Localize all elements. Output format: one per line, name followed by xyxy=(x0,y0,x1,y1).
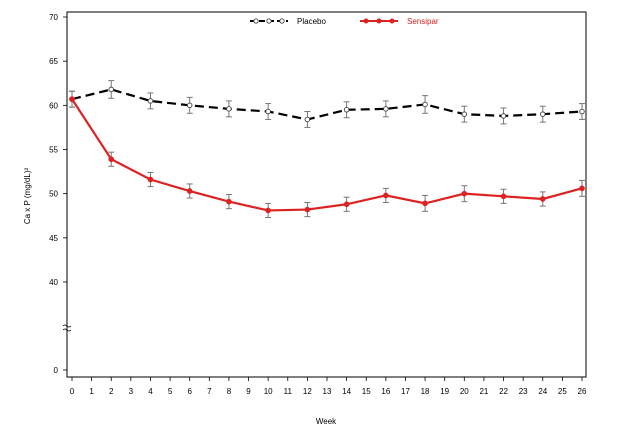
data-point xyxy=(265,207,272,214)
data-point xyxy=(422,200,428,207)
legend-swatch-marker xyxy=(389,18,395,24)
legend-label: Placebo xyxy=(297,17,326,26)
legend: Placebo Sensipar xyxy=(250,17,439,26)
data-point xyxy=(579,185,585,192)
data-point xyxy=(461,190,468,197)
series-line xyxy=(71,88,583,121)
x-tick-label: 8 xyxy=(227,387,232,396)
x-tick-label: 14 xyxy=(342,387,351,396)
legend-swatch-marker xyxy=(266,18,272,24)
x-tick-label: 23 xyxy=(519,387,528,396)
x-tick-label: 21 xyxy=(479,387,488,396)
y-tick-label: 50 xyxy=(49,190,58,199)
data-point xyxy=(226,106,232,112)
data-point xyxy=(186,188,193,194)
x-tick-label: 6 xyxy=(187,387,192,396)
data-point xyxy=(343,106,350,113)
x-tick-label: 26 xyxy=(578,387,587,396)
x-tick-label: 25 xyxy=(558,387,567,396)
legend-item-placebo: Placebo xyxy=(250,17,326,26)
data-point xyxy=(108,156,115,163)
plot-frame xyxy=(66,11,587,378)
x-tick-label: 0 xyxy=(70,387,75,396)
data-point xyxy=(69,96,75,103)
legend-swatch-marker xyxy=(363,18,369,24)
data-point xyxy=(461,111,468,117)
legend-swatch-marker xyxy=(279,18,285,24)
series-placebo xyxy=(69,80,585,128)
x-tick-label: 20 xyxy=(460,387,469,396)
x-tick-label: 22 xyxy=(499,387,508,396)
x-tick-label: 1 xyxy=(89,387,94,396)
y-tick-label: 55 xyxy=(49,146,58,155)
data-point xyxy=(304,206,311,213)
x-tick-label: 9 xyxy=(246,387,251,396)
x-tick-label: 2 xyxy=(109,387,114,396)
legend-swatch-marker xyxy=(376,18,382,24)
x-tick-label: 13 xyxy=(323,387,332,396)
data-point xyxy=(147,176,154,183)
y-axis: 0 40 45 50 55 60 65 70 xyxy=(49,13,67,375)
series-sensipar xyxy=(69,90,585,219)
x-tick-label: 12 xyxy=(303,387,312,396)
data-point xyxy=(343,201,350,208)
x-tick-label: 11 xyxy=(284,387,293,396)
y-tick-label: 40 xyxy=(49,278,58,287)
x-tick-label: 10 xyxy=(264,387,273,396)
data-point xyxy=(382,192,389,199)
data-point xyxy=(147,98,154,104)
data-point xyxy=(186,102,193,109)
x-axis: 0 1 2 3 4 5 6 7 8 9 10 11 12 13 14 15 16 17 18 19 20 21 22 23 24… xyxy=(70,377,587,396)
x-tick-label: 7 xyxy=(207,387,212,396)
y-axis-title: Ca x P (mg/dL)² xyxy=(23,168,32,225)
data-point xyxy=(265,108,271,115)
legend-item-sensipar: Sensipar xyxy=(360,17,439,26)
y-tick-label: 45 xyxy=(49,234,58,243)
y-tick-label: 70 xyxy=(49,13,58,22)
y-tick-label: 65 xyxy=(49,57,58,66)
y-tick-label: 60 xyxy=(49,101,58,110)
legend-label: Sensipar xyxy=(407,17,439,26)
data-point xyxy=(422,101,428,108)
x-axis-title: Week xyxy=(316,417,337,426)
data-point xyxy=(540,111,546,117)
data-point xyxy=(500,113,507,119)
x-tick-label: 18 xyxy=(421,387,430,396)
x-tick-label: 5 xyxy=(168,387,173,396)
x-tick-label: 24 xyxy=(538,387,547,396)
data-point xyxy=(383,106,389,112)
y-tick-label: 0 xyxy=(54,366,59,375)
data-point xyxy=(500,193,507,200)
data-point xyxy=(579,108,585,115)
data-point xyxy=(304,116,311,123)
x-tick-label: 15 xyxy=(362,387,371,396)
series-line xyxy=(71,98,583,212)
data-point xyxy=(108,86,114,93)
series-layer xyxy=(69,80,585,219)
x-tick-label: 17 xyxy=(401,387,410,396)
data-point xyxy=(539,196,546,202)
data-point xyxy=(226,198,232,205)
y-axis-break-marker xyxy=(62,324,72,332)
x-tick-label: 3 xyxy=(129,387,134,396)
x-tick-label: 19 xyxy=(440,387,449,396)
legend-swatch-marker xyxy=(253,18,259,24)
x-tick-label: 4 xyxy=(148,387,153,396)
x-tick-label: 16 xyxy=(381,387,390,396)
